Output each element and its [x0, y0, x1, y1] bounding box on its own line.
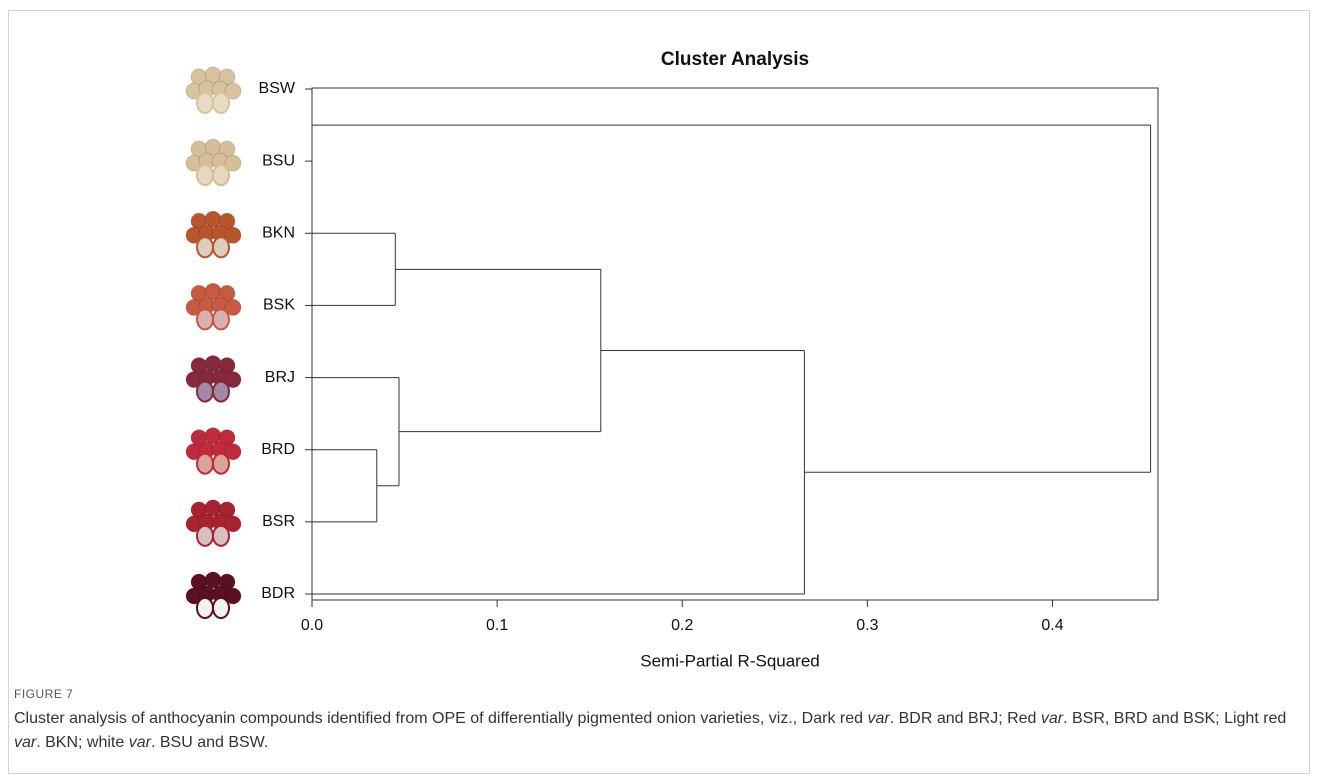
leaf-label: BSU [262, 152, 295, 169]
onion [224, 443, 242, 461]
plot-frame [311, 87, 1159, 601]
onion [218, 212, 236, 230]
onion [224, 298, 242, 316]
leaf-label: BSK [263, 297, 295, 314]
x-axis-label: Semi-Partial R-Squared [640, 651, 820, 670]
caption-text: . BKN; white [36, 734, 129, 751]
onion-icon [185, 499, 242, 547]
onion-cut [212, 597, 230, 619]
onion-cut [196, 308, 214, 331]
onion [224, 226, 242, 244]
leaf-label: BSW [259, 80, 296, 97]
caption-text: Cluster analysis of anthocyanin compound… [14, 710, 868, 727]
onion [224, 82, 242, 100]
onion [218, 501, 236, 519]
onion-cut [212, 164, 230, 187]
figure-frame [8, 10, 1310, 774]
onion-icon [185, 282, 242, 331]
onion [224, 515, 242, 533]
onion-icon [185, 427, 242, 475]
caption-text: . BSR, BRD and BSK; Light red [1063, 710, 1287, 727]
x-tick-label: 0.1 [486, 617, 508, 634]
onion-cut [196, 452, 214, 475]
onion [218, 284, 236, 302]
onion [224, 154, 242, 172]
onion-icon [185, 66, 242, 114]
x-tick-label: 0.3 [856, 617, 878, 634]
onion-cut [196, 524, 214, 547]
onion-cut [212, 524, 230, 547]
caption-italic: var [867, 710, 890, 727]
onion-cut [212, 308, 230, 331]
onion-icon [185, 571, 242, 619]
leaf-label: BSR [262, 513, 295, 530]
leaf-label: BRJ [265, 369, 295, 386]
onion-cut [212, 92, 230, 114]
onion-cut [196, 597, 214, 619]
onion-icon [185, 355, 242, 403]
onion-icon [185, 138, 242, 187]
leaf-label: BRD [261, 441, 295, 458]
onion [218, 68, 236, 86]
onion-icon [185, 210, 242, 259]
onion-cut [212, 380, 230, 403]
onion [218, 429, 236, 447]
onion-cut [196, 164, 214, 187]
caption-text: . BSU and BSW. [150, 734, 269, 751]
x-tick-label: 0.4 [1041, 617, 1063, 634]
x-tick-label: 0.0 [301, 617, 323, 634]
leaf-label: BDR [261, 585, 295, 602]
chart: Cluster Analysis Semi-Partial R-Squared … [185, 49, 1159, 670]
onion-cut [196, 236, 214, 259]
caption: Cluster analysis of anthocyanin compound… [14, 707, 1294, 755]
onion-cut [212, 452, 230, 475]
caption-text: . BDR and BRJ; Red [889, 710, 1041, 727]
x-tick-label: 0.2 [671, 617, 693, 634]
onion-cut [196, 380, 214, 403]
onion [218, 140, 236, 158]
leaf-label: BKN [262, 225, 295, 242]
onion-cut [212, 236, 230, 259]
onion [218, 573, 236, 591]
caption-italic: var [128, 734, 151, 751]
chart-title: Cluster Analysis [661, 49, 809, 70]
onion [224, 371, 242, 389]
caption-italic: var [1040, 710, 1064, 727]
figure-label: FIGURE 7 [14, 687, 74, 701]
onion [224, 587, 242, 605]
onion-cut [196, 92, 214, 114]
caption-italic: var [14, 734, 37, 751]
onion [218, 357, 236, 375]
